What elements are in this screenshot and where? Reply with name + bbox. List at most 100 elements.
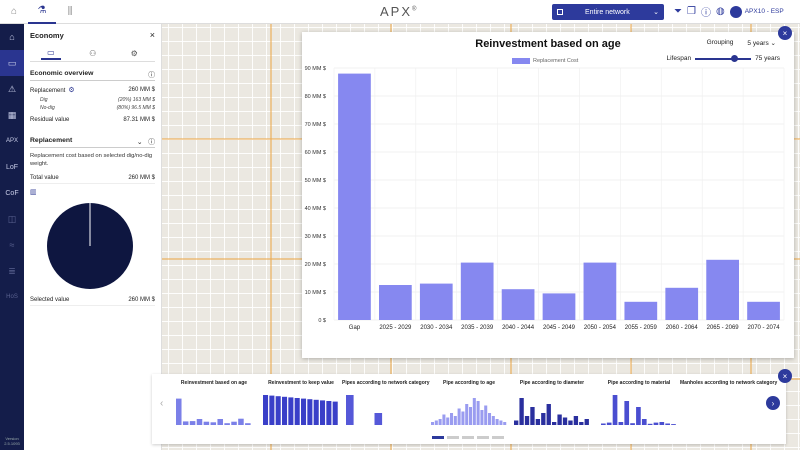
bar[interactable] (624, 301, 658, 320)
carousel-thumb[interactable]: Reinvestment to keep value (259, 380, 343, 436)
filter-icon[interactable]: ⏷ (674, 6, 682, 17)
chevron-down-icon[interactable]: ⌄ (136, 138, 143, 146)
pipe-network-icon[interactable]: ⌂ (10, 6, 18, 17)
carousel-thumb-bar (612, 395, 618, 425)
page-dot[interactable] (462, 436, 474, 439)
top-bar: ⌂ ⚗ ⫼ APX® Entire network ⌄ ⏷ ❐ ⓘ ◍ APX1… (0, 0, 800, 24)
overview-title: Economic overview (30, 70, 94, 77)
bar[interactable] (747, 301, 780, 320)
carousel-thumb[interactable]: Manholes according to network category (680, 380, 777, 436)
bar[interactable] (338, 73, 371, 320)
settings-tab-icon[interactable]: ⚙ (130, 49, 138, 58)
rail-item-cof[interactable]: CoF (5, 189, 19, 197)
carousel-thumb-bar (641, 419, 647, 425)
copy-icon[interactable]: ❐ (687, 6, 696, 17)
carousel-thumb-bar (573, 416, 579, 425)
replacement-pie[interactable] (46, 202, 134, 290)
carousel-thumb-bar (203, 421, 210, 425)
page-dot[interactable] (447, 436, 459, 439)
network-select[interactable]: Entire network ⌄ (552, 4, 664, 20)
waves-icon[interactable]: ≈ (9, 240, 15, 250)
grouping-label: Grouping (706, 39, 734, 46)
warning-icon[interactable]: ⚠ (7, 83, 17, 94)
bar[interactable] (501, 289, 535, 320)
selected-label: Selected value (30, 296, 70, 303)
money-tab-icon[interactable]: ▭ (41, 48, 61, 60)
carousel-thumb[interactable]: Pipe according to diameter (510, 380, 594, 436)
chevron-right-icon[interactable]: › (766, 396, 780, 410)
page-dot[interactable] (432, 436, 444, 439)
carousel-thumb[interactable]: Pipe according to age (427, 380, 511, 436)
chart-icon[interactable]: ◫ (7, 213, 17, 224)
overview-header: Economic overview ⓘ (30, 67, 155, 81)
bar[interactable] (583, 262, 617, 320)
carousel-thumb-bar (238, 418, 244, 425)
rail-item-apx[interactable]: APX (5, 138, 18, 144)
page-dot[interactable] (492, 436, 504, 439)
carousel-thumb-bar (568, 420, 573, 425)
replacement-header[interactable]: Replacement ⌄ ⓘ (30, 134, 155, 148)
carousel-thumb-bar (503, 422, 507, 425)
x-tick-label: 2045 - 2049 (543, 325, 576, 331)
chevron-left-icon[interactable]: ‹ (160, 398, 164, 409)
dig-row: Dig (20%) 163 MM $ (30, 96, 155, 104)
carousel-thumb-bar (557, 414, 562, 425)
replacement-description: Replacement cost based on selected dig/n… (30, 153, 153, 167)
lifespan-slider[interactable] (695, 54, 752, 62)
rail-item-lof[interactable]: LoF (5, 163, 19, 171)
carousel-thumb[interactable]: Reinvestment based on age (172, 380, 256, 436)
y-tick-label: 30 MM $ (305, 234, 326, 240)
carousel-thumb-bar (224, 423, 230, 425)
lifespan-label: Lifespan (666, 55, 692, 62)
bar[interactable] (706, 259, 739, 320)
dig-value: (20%) 163 MM $ (118, 97, 155, 103)
gear-icon[interactable]: ⚙ (68, 87, 75, 94)
wallet-icon[interactable]: ▭ (0, 50, 24, 76)
carousel-thumb-bar (546, 404, 551, 425)
panel-title: Economy (30, 30, 64, 40)
lifespan-slider-handle[interactable] (730, 54, 738, 62)
calendar-icon[interactable]: ▦ (7, 109, 17, 120)
home-icon[interactable]: ⌂ (9, 32, 15, 42)
close-icon[interactable]: × (149, 30, 155, 40)
close-carousel-button[interactable]: × (778, 369, 792, 383)
page-dot[interactable] (477, 436, 489, 439)
bar-chart-icon[interactable]: ▥ (30, 189, 37, 196)
y-tick-label: 20 MM $ (305, 262, 326, 268)
x-tick-label: 2035 - 2039 (461, 325, 494, 331)
residual-label: Residual value (30, 117, 70, 123)
info-icon[interactable]: ⓘ (148, 138, 155, 146)
grouping-control[interactable]: Grouping 5 years ⌄ (707, 39, 776, 47)
carousel-thumb-bar (606, 422, 612, 425)
bar[interactable] (419, 283, 453, 320)
layers-icon[interactable]: ≣ (8, 265, 16, 276)
carousel-thumb[interactable]: Pipe according to material (597, 380, 681, 436)
carousel-thumb-bar (535, 419, 541, 425)
bar[interactable] (460, 262, 494, 320)
user-menu[interactable]: APX10 - ESP (729, 5, 784, 18)
analysis-icon[interactable]: ⚗ (28, 0, 56, 24)
carousel-thumb-bar (282, 396, 288, 425)
chart-legend[interactable]: Replacement Cost (512, 58, 578, 64)
carousel-thumb-bar (275, 396, 281, 425)
help-icon[interactable]: ⓘ (700, 8, 711, 19)
panel-tabs: ▭ ⚇ ⚙ (30, 46, 155, 62)
carousel-thumb-bar (442, 414, 446, 425)
chart-modal: Reinvestment based on age Grouping 5 yea… (302, 32, 794, 358)
close-chart-button[interactable]: × (778, 26, 792, 40)
bar[interactable] (665, 287, 699, 320)
carousel-thumb-bar (524, 416, 530, 425)
carousel-thumb-chart (431, 398, 507, 425)
bar-chart: 0 $ 10 MM $ 20 MM $ 30 MM $ 40 MM $ 50 MM $ 60… (305, 66, 785, 331)
bar[interactable] (379, 285, 412, 320)
carousel-thumb-bar (332, 401, 338, 425)
globe-icon[interactable]: ◍ (715, 6, 725, 17)
bar[interactable] (542, 293, 576, 320)
rail-item-hos[interactable]: HoS (6, 294, 18, 300)
carousel-thumb[interactable]: Pipes according to network category (342, 380, 430, 436)
people-tab-icon[interactable]: ⚇ (89, 49, 97, 58)
legend-label: Replacement Cost (533, 58, 579, 64)
lifespan-control: Lifespan 75 years (666, 54, 780, 62)
info-icon[interactable]: ⓘ (148, 71, 155, 79)
tools-icon[interactable]: ⫼ (67, 6, 73, 17)
